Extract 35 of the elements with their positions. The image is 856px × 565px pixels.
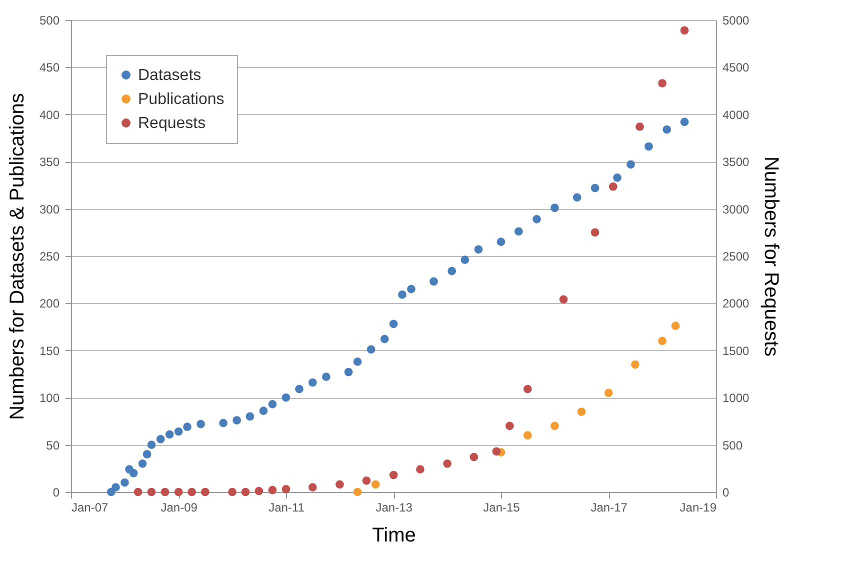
y-axis-title: Numbers for Datasets & Publications — [6, 93, 28, 420]
y2-tick-label: 5000 — [722, 14, 750, 28]
y2-tick-label: 4000 — [722, 108, 750, 122]
y2-tick-label: 3500 — [722, 155, 750, 170]
y-tick-label: 450 — [39, 60, 60, 75]
y-tick-label: 350 — [39, 155, 60, 170]
x-tick-label: Jan-09 — [160, 500, 198, 514]
legend-label: Datasets — [138, 67, 202, 84]
y2-tick-label: 2500 — [722, 250, 750, 264]
y2-tick-label: 500 — [722, 438, 743, 452]
y-tick-label: 200 — [39, 296, 60, 311]
legend-label: Publications — [138, 91, 224, 108]
y-tick-label: 400 — [39, 108, 60, 122]
x-axis-title: Time — [372, 524, 416, 546]
y2-tick-label: 2000 — [722, 296, 750, 311]
y-tick-label: 300 — [39, 202, 60, 216]
y-tick-label: 150 — [39, 344, 60, 358]
y2-tick-label: 4500 — [722, 60, 750, 75]
y-tick-label: 100 — [39, 391, 60, 406]
y2-tick-label: 1500 — [722, 344, 750, 358]
y2-tick-label: 0 — [722, 486, 730, 500]
x-tick-label: Jan-17 — [590, 500, 628, 514]
y-tick-label: 500 — [39, 14, 60, 28]
y-tick-label: 0 — [52, 486, 60, 500]
x-tick-label: Jan-07 — [72, 500, 109, 514]
y2-axis-title: Numbers for Requests — [760, 156, 782, 357]
y2-tick-label: 1000 — [722, 391, 750, 406]
y-tick-label: 250 — [39, 250, 60, 264]
x-tick-label: Jan-11 — [268, 500, 305, 514]
y2-tick-label: 3000 — [722, 202, 750, 216]
x-tick-label: Jan-19 — [680, 500, 717, 514]
x-tick-label: Jan-13 — [376, 500, 413, 514]
legend-label: Requests — [138, 115, 206, 132]
x-tick-label: Jan-15 — [483, 500, 520, 514]
y-tick-label: 50 — [46, 438, 60, 452]
